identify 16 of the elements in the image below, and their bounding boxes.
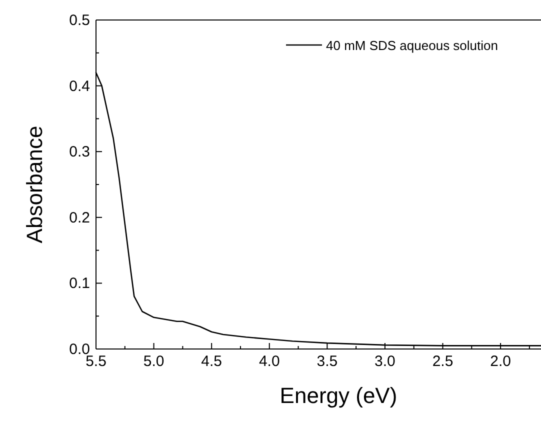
y-tick-label: 0.5 <box>69 12 90 29</box>
y-axis-title: Absorbance <box>22 126 47 244</box>
x-axis-title: Energy (eV) <box>280 383 398 408</box>
x-tick-label: 4.5 <box>201 353 222 370</box>
text: 4.0 <box>258 353 280 370</box>
y-tick-label: 0.3 <box>69 144 90 161</box>
text: 2.0 <box>490 353 511 370</box>
text: 3.0 <box>374 353 396 370</box>
y-tick-label: 0.2 <box>69 209 90 226</box>
text: 5.0 <box>143 353 164 370</box>
y-tick-label: 0.4 <box>69 78 90 95</box>
x-tick-label: 2.5 <box>432 353 454 370</box>
legend-label: 40 mM SDS aqueous solution <box>326 38 498 53</box>
x-tick-label: 5.5 <box>86 353 106 370</box>
y-tick-label: 0.1 <box>69 275 90 292</box>
x-tick-label: 3.5 <box>316 353 338 370</box>
